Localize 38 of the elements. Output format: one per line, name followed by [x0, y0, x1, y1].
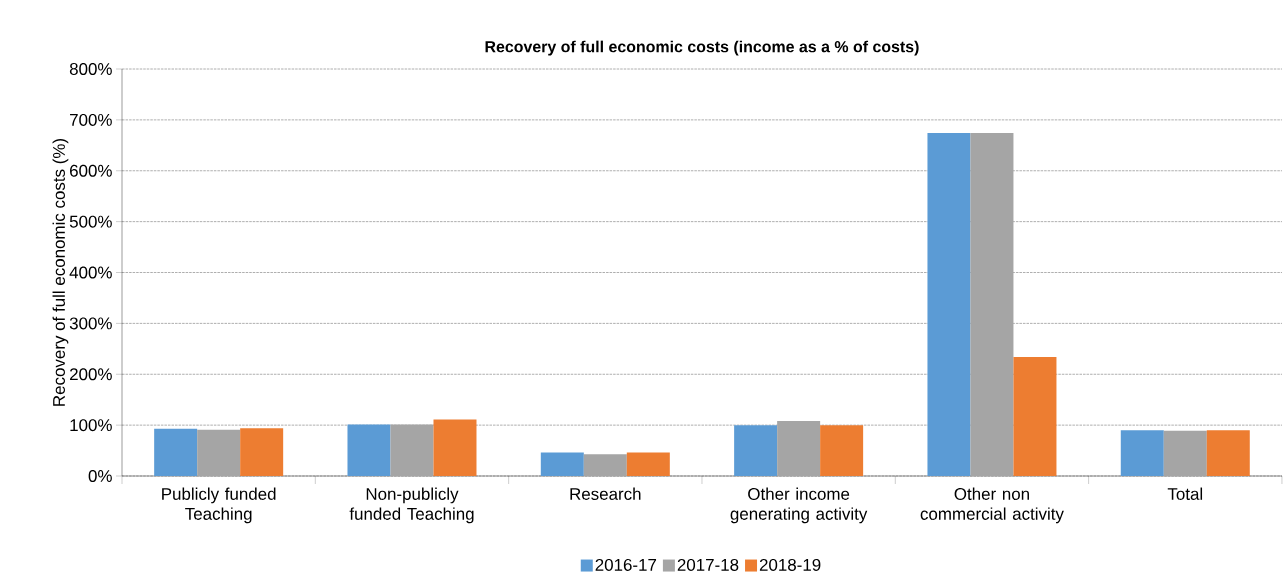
x-tick-label: Non-publicly funded Teaching	[349, 487, 474, 524]
x-tick-label: Total	[1167, 487, 1203, 500]
chart-title: Recovery of full economic costs (income as a % of costs)	[485, 40, 919, 56]
legend-label: 2016-17	[595, 558, 657, 571]
y-tick-label: 100%	[70, 419, 112, 432]
x-tick-label: Other income generating activity	[730, 487, 868, 524]
bar	[927, 133, 971, 476]
y-tick-label: 200%	[70, 368, 112, 381]
bar	[390, 424, 434, 476]
bar	[734, 425, 778, 476]
bar	[1163, 430, 1207, 476]
bar	[1120, 430, 1164, 476]
bar	[777, 421, 821, 476]
x-tick-label: Other non commercial activity	[920, 487, 1064, 524]
bar	[820, 425, 864, 476]
bar	[626, 452, 670, 476]
bar	[970, 133, 1014, 476]
x-tick-label: Research	[570, 487, 641, 500]
bar	[154, 428, 198, 476]
legend-label: 2017-18	[677, 558, 739, 571]
y-axis-title: Recovery of full economic costs (%)	[52, 138, 69, 406]
bar	[1206, 430, 1250, 476]
bar	[347, 424, 391, 476]
y-tick-label: 0%	[88, 470, 112, 482]
y-tick-label: 800%	[69, 63, 112, 75]
y-tick-label: 400%	[69, 266, 112, 279]
legend-label: 2018-19	[759, 558, 821, 571]
bar	[540, 452, 584, 476]
y-tick-label: 300%	[69, 317, 112, 330]
bar	[240, 428, 284, 476]
bar	[583, 454, 627, 476]
bar	[197, 429, 241, 476]
bar	[433, 419, 477, 476]
y-tick-label: 600%	[70, 164, 112, 177]
y-tick-label: 700%	[70, 113, 112, 126]
y-tick-label: 500%	[69, 215, 112, 228]
x-tick-label: Publicly funded Teaching	[162, 487, 276, 524]
bar	[1013, 356, 1057, 476]
